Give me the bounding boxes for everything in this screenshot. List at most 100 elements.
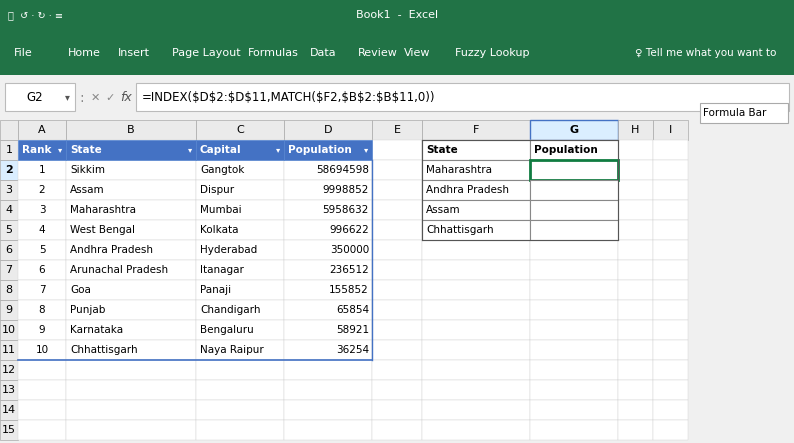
Bar	[66, 220, 196, 240]
Bar	[18, 180, 66, 200]
Bar	[66, 360, 196, 380]
Bar	[372, 300, 422, 320]
Bar	[196, 420, 284, 440]
Bar	[66, 380, 196, 400]
Bar	[66, 320, 196, 340]
Bar	[422, 180, 530, 200]
Bar	[0, 400, 18, 420]
Bar	[18, 140, 66, 160]
Bar	[284, 380, 372, 400]
Bar	[0, 260, 18, 280]
Bar	[284, 340, 372, 360]
Bar	[700, 103, 788, 123]
Text: G: G	[569, 125, 579, 135]
Bar	[653, 420, 688, 440]
Bar	[653, 180, 688, 200]
Text: Sikkim: Sikkim	[70, 165, 105, 175]
Bar	[422, 140, 530, 160]
Bar	[66, 420, 196, 440]
Bar	[372, 420, 422, 440]
Text: Fuzzy Lookup: Fuzzy Lookup	[455, 47, 530, 58]
Bar	[0, 120, 18, 140]
Text: 9998852: 9998852	[322, 185, 369, 195]
Bar	[653, 220, 688, 240]
Bar	[196, 240, 284, 260]
Bar	[530, 180, 618, 200]
Bar	[0, 240, 18, 260]
Bar	[618, 160, 653, 180]
Bar	[196, 320, 284, 340]
Bar	[284, 240, 372, 260]
Bar	[18, 160, 66, 180]
Text: Dispur: Dispur	[200, 185, 234, 195]
Bar	[422, 260, 530, 280]
Bar	[196, 120, 284, 140]
Bar	[284, 360, 372, 380]
Text: Maharashtra: Maharashtra	[70, 205, 136, 215]
Bar	[284, 180, 372, 200]
Text: 155852: 155852	[330, 285, 369, 295]
Text: 3: 3	[6, 185, 13, 195]
Bar	[618, 420, 653, 440]
Bar	[618, 360, 653, 380]
Bar	[372, 360, 422, 380]
Bar	[372, 320, 422, 340]
Bar	[196, 220, 284, 240]
Bar	[196, 280, 284, 300]
Text: G2: G2	[27, 91, 44, 104]
Bar	[653, 360, 688, 380]
Bar	[196, 380, 284, 400]
Bar	[66, 160, 196, 180]
Bar	[0, 320, 18, 340]
Text: Goa: Goa	[70, 285, 91, 295]
Bar	[422, 200, 530, 220]
Text: Punjab: Punjab	[70, 305, 106, 315]
Bar	[0, 220, 18, 240]
Text: Karnataka: Karnataka	[70, 325, 123, 335]
Text: Andhra Pradesh: Andhra Pradesh	[426, 185, 509, 195]
Bar	[422, 180, 530, 200]
Bar	[372, 340, 422, 360]
Text: C: C	[236, 125, 244, 135]
Bar	[0, 280, 18, 300]
Bar	[653, 160, 688, 180]
Bar	[0, 140, 18, 160]
Text: ✕: ✕	[91, 93, 100, 102]
Text: Formulas: Formulas	[248, 47, 299, 58]
Text: ✓: ✓	[106, 93, 114, 102]
Bar	[372, 160, 422, 180]
Bar	[422, 380, 530, 400]
Bar	[0, 200, 18, 220]
Bar	[5, 83, 75, 111]
Text: Formula Bar: Formula Bar	[703, 108, 766, 118]
Bar	[66, 120, 196, 140]
Bar	[18, 380, 66, 400]
Text: Andhra Pradesh: Andhra Pradesh	[70, 245, 153, 255]
Bar	[284, 280, 372, 300]
Bar	[618, 380, 653, 400]
Text: 1: 1	[6, 145, 13, 155]
Text: State: State	[426, 145, 458, 155]
Bar	[422, 420, 530, 440]
Bar	[422, 140, 530, 160]
Text: 65854: 65854	[336, 305, 369, 315]
Text: D: D	[324, 125, 332, 135]
Text: Itanagar: Itanagar	[200, 265, 244, 275]
Bar	[18, 280, 66, 300]
Bar	[18, 140, 66, 160]
Bar	[422, 320, 530, 340]
Text: Arunachal Pradesh: Arunachal Pradesh	[70, 265, 168, 275]
Text: 350000: 350000	[576, 185, 615, 195]
Bar	[372, 240, 422, 260]
Bar	[530, 160, 618, 180]
Text: Gangtok: Gangtok	[200, 165, 245, 175]
Text: File: File	[14, 47, 33, 58]
Text: Mumbai: Mumbai	[200, 205, 241, 215]
Text: F: F	[472, 125, 480, 135]
Bar	[284, 120, 372, 140]
Text: Panaji: Panaji	[200, 285, 231, 295]
Bar	[372, 260, 422, 280]
Text: State: State	[70, 145, 102, 155]
Bar	[618, 120, 653, 140]
Bar	[196, 140, 284, 160]
